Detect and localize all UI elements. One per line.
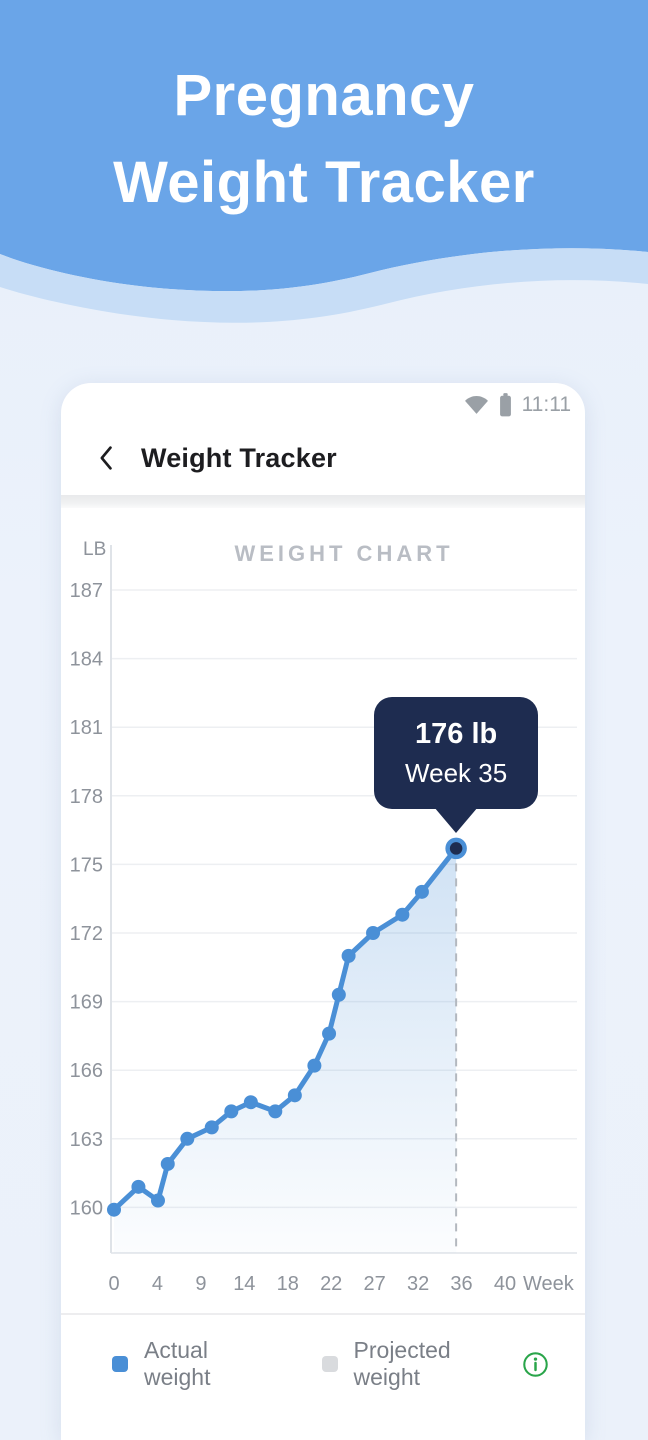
x-tick-label: 14 — [233, 1273, 255, 1295]
data-point[interactable] — [131, 1179, 146, 1194]
data-point[interactable] — [107, 1202, 121, 1217]
y-tick-label: 166 — [70, 1060, 103, 1082]
back-button[interactable] — [90, 441, 124, 475]
data-point[interactable] — [414, 884, 429, 899]
legend-label-actual-weight: Actual weight — [144, 1337, 211, 1390]
data-point[interactable] — [150, 1193, 165, 1208]
y-tick-label: 175 — [70, 854, 103, 876]
phone-card: 11:11 Weight Tracker LB WEIGHT CHART 187… — [61, 383, 585, 1440]
app-header: Pregnancy Weight Tracker — [0, 52, 648, 226]
app-title-line2: Weight Tracker — [113, 150, 535, 215]
legend-swatch-actual-weight — [112, 1356, 128, 1372]
y-tick-label: 178 — [70, 786, 103, 808]
y-tick-label: 160 — [70, 1197, 103, 1219]
x-tick-label: 36 — [450, 1273, 472, 1295]
page-title: Weight Tracker — [141, 442, 337, 473]
nav-bar: Weight Tracker — [61, 425, 585, 491]
x-tick-label: 9 — [195, 1273, 206, 1295]
legend-label-projected-weight: Projected weight — [353, 1337, 451, 1390]
info-icon — [523, 1351, 548, 1377]
data-point[interactable] — [180, 1131, 195, 1146]
battery-icon — [499, 393, 511, 417]
data-point[interactable] — [331, 987, 346, 1002]
legend-divider — [61, 1313, 585, 1315]
data-point[interactable] — [322, 1026, 337, 1041]
y-tick-label: 187 — [70, 580, 103, 602]
x-axis-unit-label: Week — [523, 1273, 575, 1295]
nav-divider-shadow — [61, 495, 585, 508]
data-point[interactable] — [366, 926, 381, 941]
highlight-point[interactable] — [445, 837, 467, 860]
highlight-tooltip: 176 lb Week 35 — [374, 697, 539, 834]
app-title-line1: Pregnancy — [173, 63, 475, 128]
status-time: 11:11 — [521, 393, 571, 416]
status-bar: 11:11 — [61, 391, 571, 419]
tooltip-arrow — [434, 807, 479, 834]
x-tick-label: 22 — [320, 1273, 342, 1295]
data-point[interactable] — [204, 1120, 219, 1135]
chart-title: WEIGHT CHART — [234, 541, 454, 566]
info-button[interactable] — [522, 1351, 549, 1378]
weight-chart[interactable]: 187 184 181 178 175 172 169 166 163 160 0 4 9 14 18 22 2… — [61, 515, 585, 1307]
header-blue-shape — [0, 0, 648, 292]
y-tick-label: 184 — [70, 649, 103, 671]
tooltip-week-value: Week 35 — [405, 757, 508, 788]
y-tick-label: 172 — [70, 923, 103, 945]
data-point[interactable] — [224, 1104, 239, 1119]
chevron-left-icon — [100, 446, 112, 470]
data-point[interactable] — [268, 1104, 283, 1119]
y-axis-unit-label: LB — [83, 539, 107, 560]
chart-legend: Actual weight Projected weight — [61, 1337, 585, 1390]
x-tick-label: 32 — [407, 1273, 429, 1295]
tooltip-weight-value: 176 lb — [415, 717, 498, 750]
area-fill — [114, 848, 457, 1253]
data-point[interactable] — [307, 1058, 322, 1073]
y-tick-label: 181 — [70, 717, 103, 739]
y-tick-label: 169 — [70, 992, 103, 1014]
data-point[interactable] — [287, 1088, 302, 1103]
data-point[interactable] — [160, 1156, 175, 1171]
legend-swatch-projected-weight — [321, 1356, 338, 1372]
data-point[interactable] — [395, 907, 410, 922]
header-wave-band-shape — [0, 248, 648, 323]
x-tick-label: 18 — [277, 1273, 299, 1295]
data-point[interactable] — [341, 948, 356, 963]
x-tick-label: 0 — [108, 1273, 119, 1295]
x-tick-label: 40 — [494, 1273, 516, 1295]
x-tick-label: 4 — [152, 1273, 163, 1295]
y-tick-label: 163 — [70, 1129, 103, 1151]
header-wave-background — [0, 0, 648, 323]
data-point[interactable] — [243, 1095, 258, 1110]
x-tick-label: 27 — [364, 1273, 386, 1295]
wifi-icon — [464, 395, 488, 414]
